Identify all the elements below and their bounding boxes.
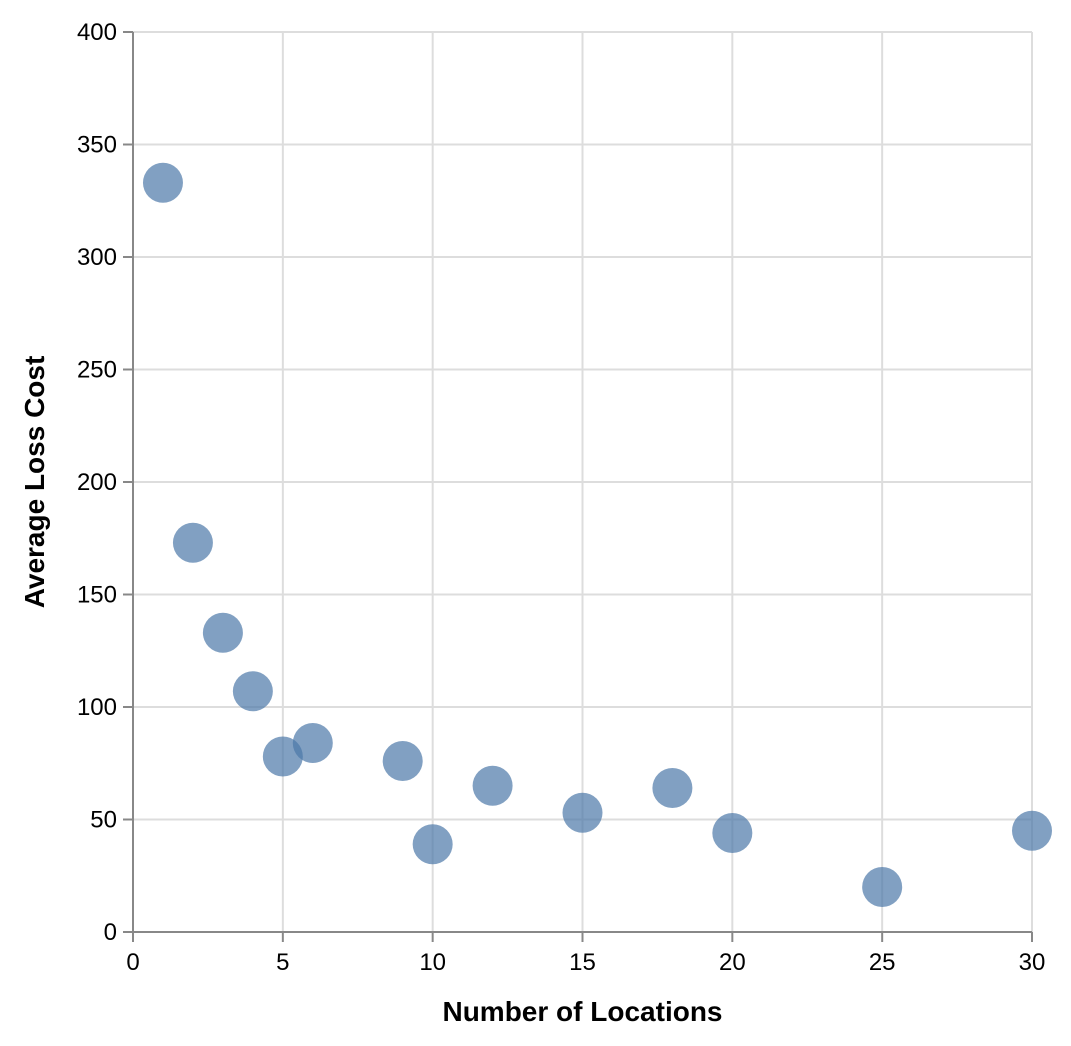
data-point bbox=[472, 765, 513, 806]
y-axis-title: Average Loss Cost bbox=[19, 356, 50, 609]
data-point bbox=[142, 162, 183, 203]
x-tick-label: 5 bbox=[276, 949, 289, 976]
x-tick-label: 20 bbox=[719, 949, 746, 976]
data-points bbox=[142, 162, 1052, 907]
data-point bbox=[382, 741, 423, 781]
data-point bbox=[292, 723, 333, 763]
data-point bbox=[1012, 810, 1052, 851]
y-tick-label: 250 bbox=[77, 357, 117, 384]
x-tick-label: 15 bbox=[569, 949, 596, 976]
x-tick-label: 10 bbox=[419, 949, 446, 976]
data-point bbox=[652, 768, 693, 808]
y-tick-label: 350 bbox=[77, 132, 117, 159]
data-point bbox=[862, 867, 903, 907]
data-point bbox=[712, 813, 753, 853]
y-tick-label: 100 bbox=[77, 694, 117, 721]
x-tick-label: 30 bbox=[1019, 949, 1046, 976]
grid bbox=[132, 31, 1033, 933]
x-axis-ticks: 0 5 10 15 20 25 30 bbox=[126, 932, 1045, 976]
x-axis-title: Number of Locations bbox=[442, 996, 722, 1027]
y-tick-label: 300 bbox=[77, 244, 117, 271]
x-tick-label: 25 bbox=[869, 949, 896, 976]
x-tick-label: 0 bbox=[126, 949, 139, 976]
y-axis-ticks: 0 50 100 150 200 250 300 350 400 bbox=[77, 19, 133, 946]
data-point bbox=[232, 671, 273, 712]
y-tick-label: 50 bbox=[90, 807, 117, 834]
y-tick-label: 0 bbox=[104, 919, 117, 946]
y-tick-label: 200 bbox=[77, 469, 117, 496]
data-point bbox=[202, 612, 243, 653]
y-tick-label: 150 bbox=[77, 582, 117, 609]
data-point bbox=[262, 736, 303, 777]
data-point bbox=[412, 824, 453, 865]
data-point bbox=[562, 792, 603, 833]
y-tick-label: 400 bbox=[77, 19, 117, 46]
data-point bbox=[172, 522, 213, 563]
